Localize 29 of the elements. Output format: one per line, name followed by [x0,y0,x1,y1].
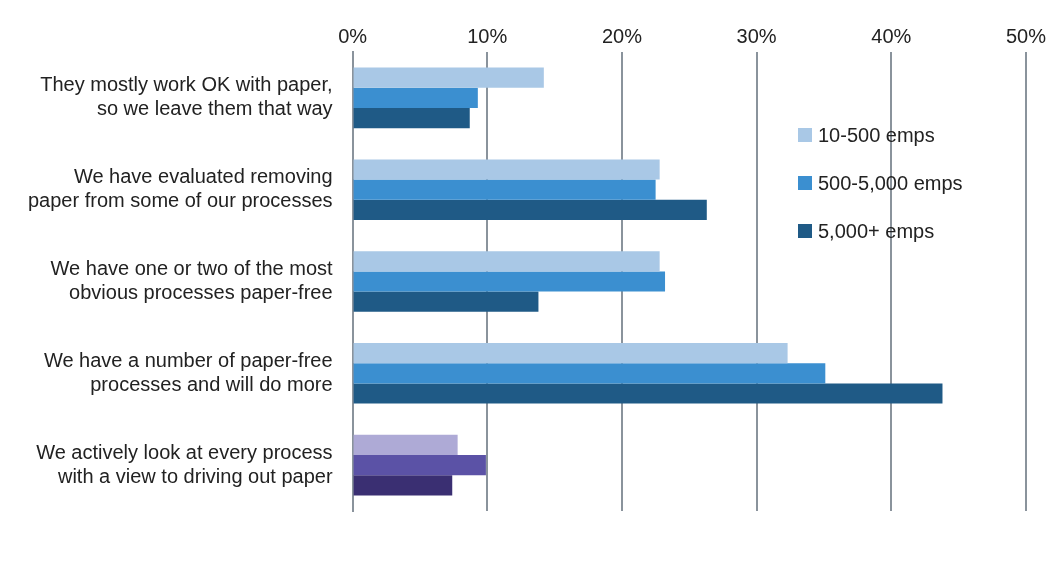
legend-label: 10-500 emps [818,123,935,147]
x-tick-label: 20% [601,24,643,47]
legend-label: 5,000+ emps [818,219,935,243]
bar [353,363,826,384]
y-tick-label: We have evaluated removing paper from some of our processes [27,165,333,212]
bar [353,251,660,272]
bar [353,67,544,88]
y-tick-label: We have one or two of the most obvious processes paper-free [50,257,334,304]
y-tick-label: They mostly work OK with paper, so we leave them that way [40,73,333,120]
bar [353,108,470,129]
bar [353,179,656,200]
bar [353,159,660,180]
x-tick-label: 0% [338,24,368,47]
x-tick-label: 10% [467,24,508,47]
bar [353,343,788,364]
bar [353,475,453,496]
x-tick-label: 50% [1005,24,1047,47]
x-tick-label: 30% [736,24,777,47]
bar [353,87,478,108]
bar [353,383,943,404]
legend-label: 500-5,000 emps [818,171,963,195]
bar [353,199,707,220]
y-tick-label: We have a number of paper-free processes and will do more [43,348,333,395]
y-tick-label: We actively look at every process with a view to driving out paper [36,440,333,487]
bar [353,271,666,292]
bar [353,291,539,312]
x-tick-label: 40% [871,24,912,47]
bar [353,455,486,476]
bar [353,434,458,455]
